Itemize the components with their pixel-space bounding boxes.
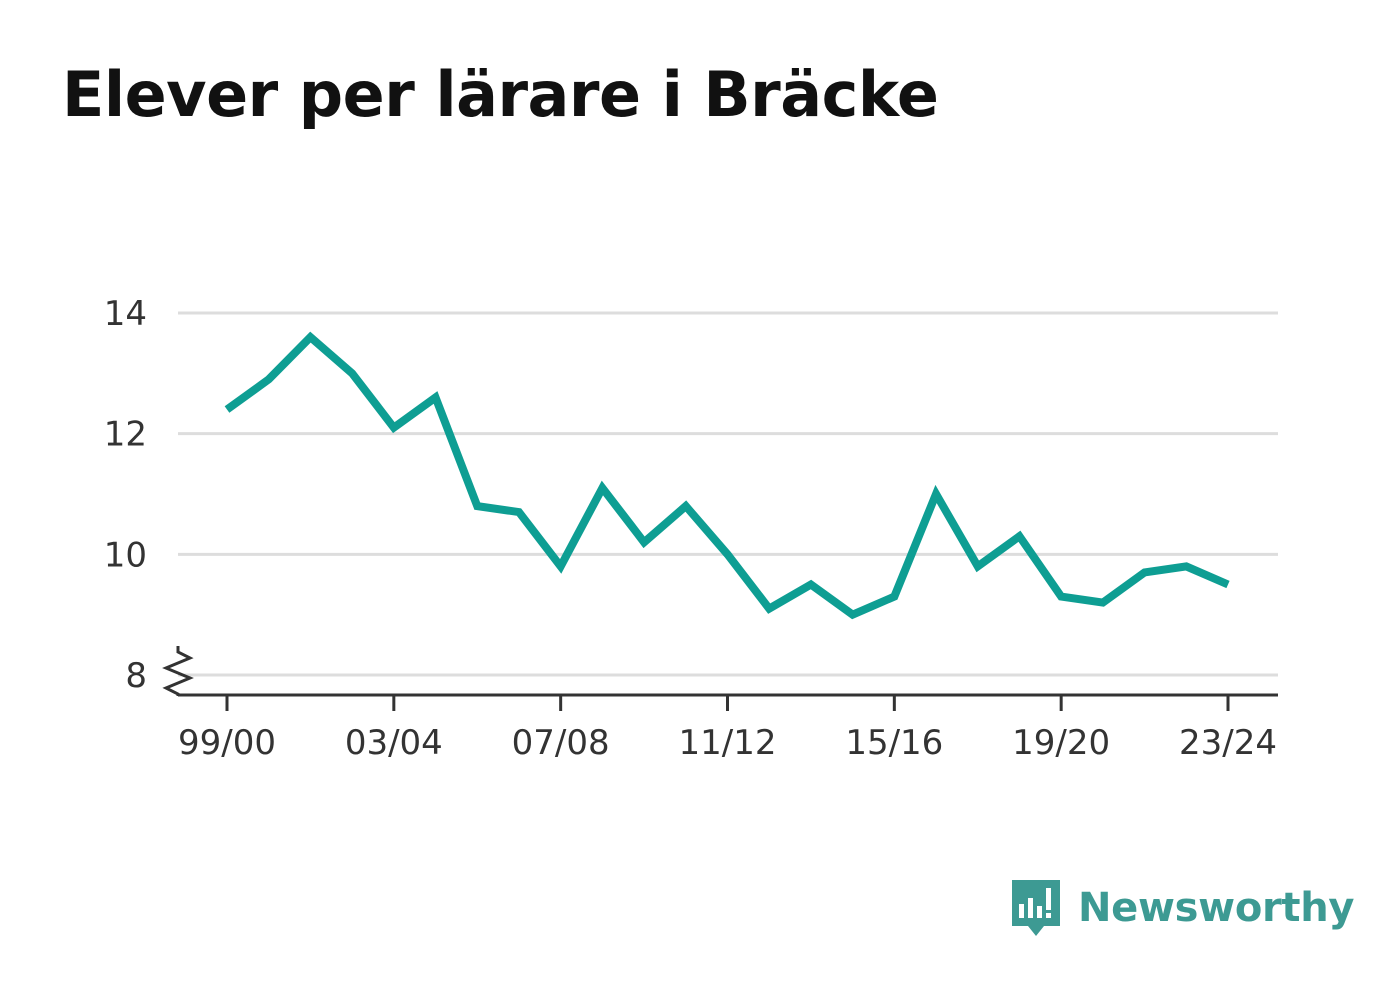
bar-chart-speech-bubble-icon	[1012, 880, 1060, 936]
x-axis-tick-labels: 99/00 03/04 07/08 11/12 15/16 19/20 23/24	[178, 723, 1277, 763]
x-tick-label-15/16: 15/16	[845, 723, 943, 763]
y-axis-break-marker	[162, 646, 194, 696]
x-tick-label-03/04: 03/04	[345, 723, 443, 763]
newsworthy-logo: Newsworthy	[1010, 878, 1355, 938]
x-tick-label-99/00: 99/00	[178, 723, 276, 763]
series-line-0	[224, 331, 1230, 620]
x-tick-label-07/08: 07/08	[512, 723, 610, 763]
x-tick-label-11/12: 11/12	[679, 723, 777, 763]
y-tick-label-8: 8	[125, 656, 147, 696]
y-axis-tick-labels: 8 10 12 14	[104, 294, 147, 696]
y-tick-label-12: 12	[104, 415, 147, 455]
series	[224, 331, 1230, 620]
y-tick-label-14: 14	[104, 294, 147, 334]
x-tick-label-23/24: 23/24	[1179, 723, 1277, 763]
x-axis	[162, 646, 1278, 711]
y-tick-label-10: 10	[104, 535, 147, 575]
brand-name: Newsworthy	[1078, 885, 1355, 931]
x-tick-label-19/20: 19/20	[1012, 723, 1110, 763]
chart-title: Elever per lärare i Bräcke	[62, 58, 939, 131]
